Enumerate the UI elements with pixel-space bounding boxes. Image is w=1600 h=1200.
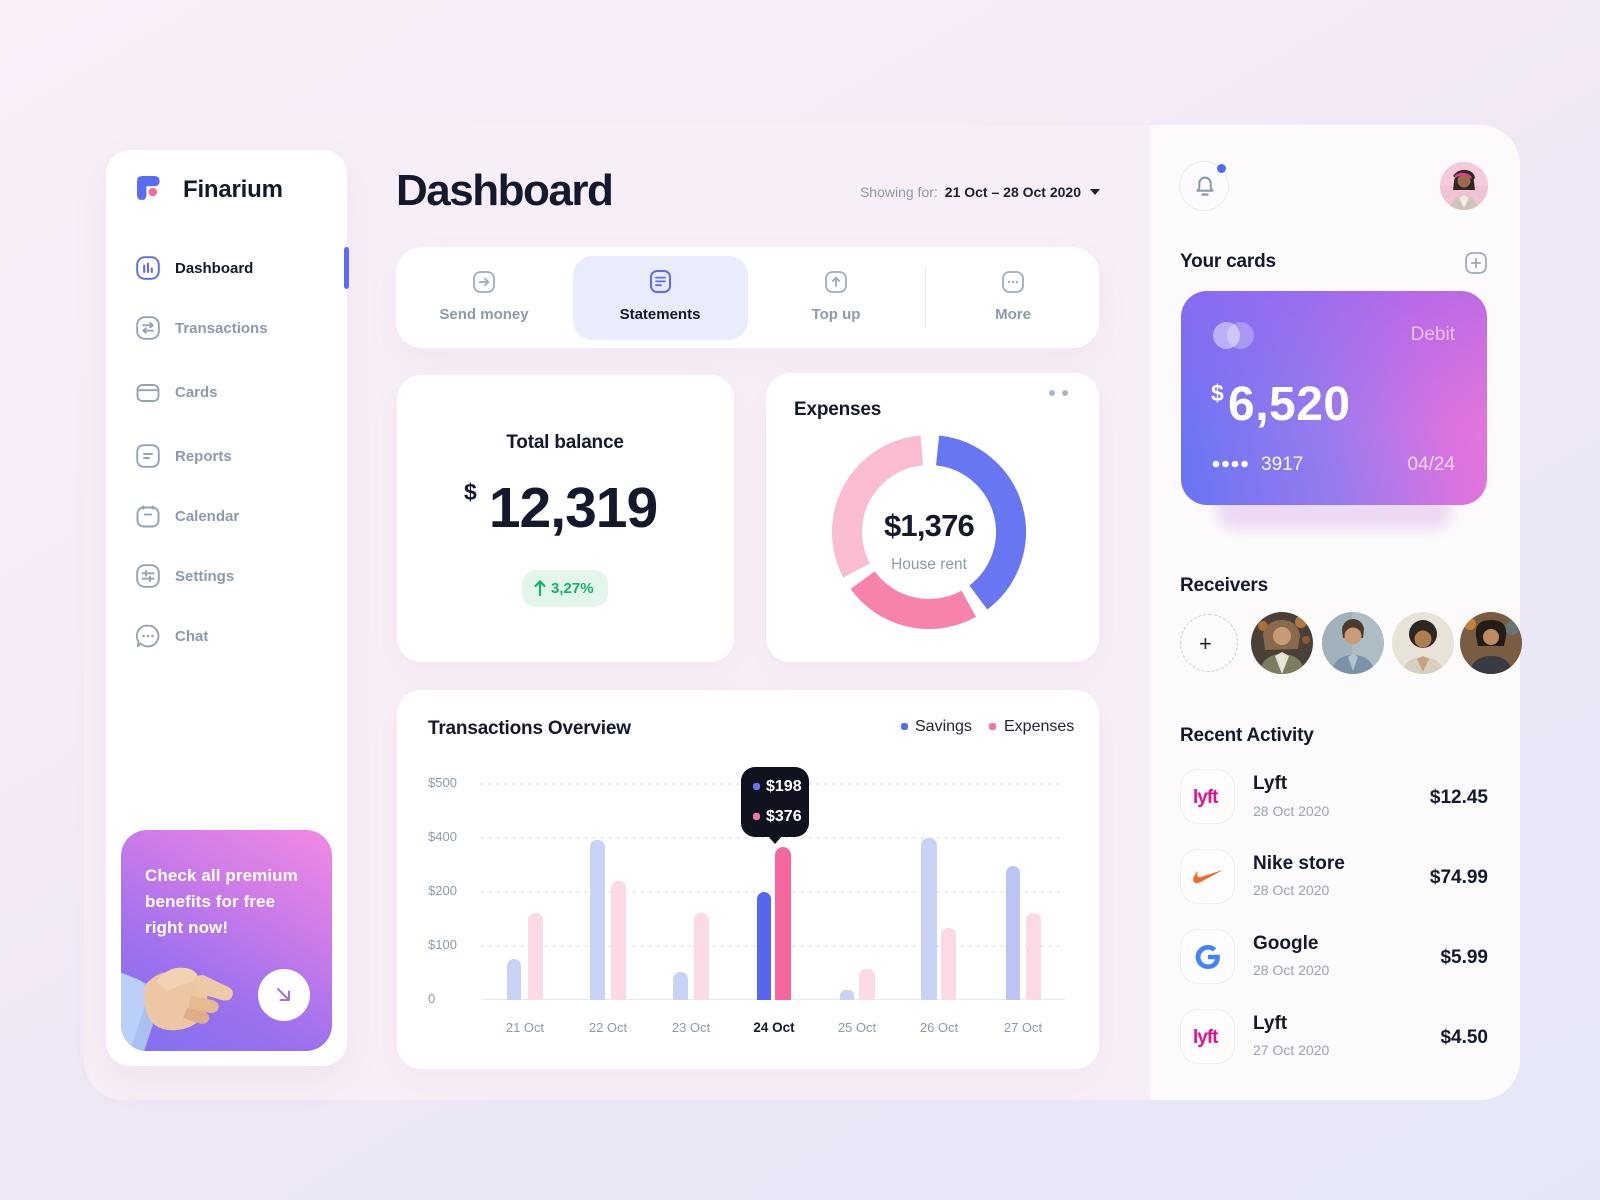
svg-text:lyft: lyft <box>1193 787 1219 808</box>
svg-text:lyft: lyft <box>1193 1027 1219 1048</box>
